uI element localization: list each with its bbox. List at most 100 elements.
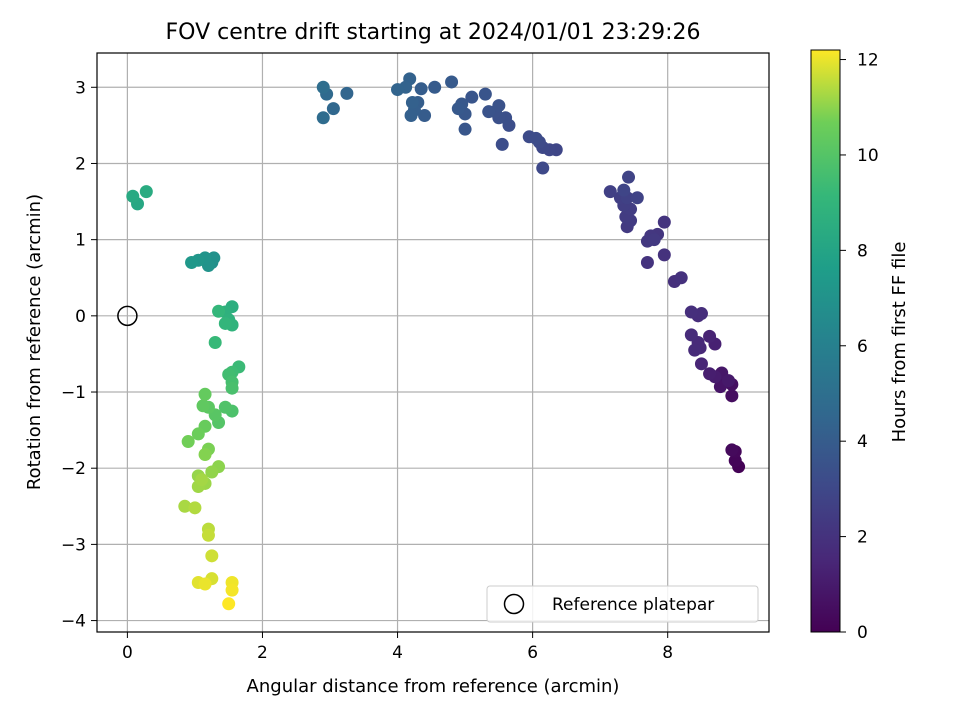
data-point [185,256,199,270]
data-point [465,90,479,104]
x-tick-label: 8 [662,643,673,663]
x-tick-label: 4 [392,643,403,663]
colorbar-tick-label: 6 [857,337,868,357]
data-point [684,328,698,342]
data-point [721,374,735,388]
colorbar-label: Hours from first FF file [889,242,910,443]
y-tick-label: 2 [75,154,86,174]
data-point [445,75,459,89]
data-point [478,87,492,101]
data-point [428,80,442,94]
colorbar-tick-label: 4 [857,432,868,452]
data-point [674,271,688,285]
y-tick-label: −3 [61,535,86,555]
colorbar-gradient [810,49,841,633]
x-ticks: 0 2 4 6 8 [122,632,673,663]
data-point [495,137,509,151]
data-point [405,96,419,110]
data-point [703,367,717,381]
data-point [451,102,465,116]
colorbar-ticks: 0 2 4 6 8 10 12 [840,51,879,643]
data-point [208,336,222,349]
y-tick-label: −4 [61,612,86,632]
data-point [694,357,708,371]
y-tick-label: 3 [75,78,86,98]
data-point [218,400,232,414]
x-tick-label: 6 [527,643,538,663]
data-point [458,122,472,136]
data-point [536,161,550,175]
data-point [657,248,671,262]
data-point [205,465,219,479]
legend-box [486,585,759,623]
data-point [340,86,354,100]
colorbar-tick-label: 8 [857,241,868,261]
plot-frame [96,52,770,633]
data-point [316,111,330,125]
data-point [198,447,212,461]
y-tick-label: −2 [61,459,86,479]
colorbar: 0 2 4 6 8 10 12 Hours from first FF file [810,49,910,643]
x-tick-label: 2 [257,643,268,663]
reference-point-marker [117,305,138,327]
y-ticks: −4 −3 −2 −1 0 1 2 3 [61,78,97,632]
y-tick-label: 1 [75,231,86,251]
data-point [195,473,209,487]
data-point [622,170,636,184]
chart-title: FOV centre drift starting at 2024/01/01 … [166,20,701,45]
data-point [198,577,212,591]
data-point [617,183,631,197]
data-point [126,189,140,203]
data-point [212,304,226,318]
data-point [725,443,739,457]
data-point [728,454,742,468]
data-point [222,597,236,611]
data-point [725,389,739,403]
data-point [316,80,330,94]
data-point [225,583,239,597]
y-axis-label: Rotation from reference (arcmin) [24,194,45,490]
x-tick-label: 0 [122,643,133,663]
data-point [181,435,195,449]
data-point [198,387,212,401]
data-point [630,191,644,205]
data-point [418,108,432,122]
colorbar-tick-label: 2 [857,528,868,548]
data-point [688,343,702,357]
data-point [703,329,717,343]
x-axis-label: Angular distance from reference (arcmin) [247,676,620,697]
data-point [391,83,405,97]
data-point [201,528,215,542]
data-point [225,381,239,395]
data-point [492,99,506,113]
data-point [414,82,428,96]
data-point [218,316,232,330]
data-point [529,131,543,145]
data-point [647,233,661,247]
data-point [404,108,418,122]
grid-layer [97,53,769,632]
data-point [482,105,496,119]
points-layer [126,72,746,611]
data-point [178,499,192,513]
colorbar-tick-label: 12 [857,51,879,71]
data-point [196,399,210,413]
legend-marker [503,593,525,615]
legend: Reference platepar [486,585,759,623]
legend-label: Reference platepar [552,595,714,615]
y-tick-label: 0 [75,307,86,327]
data-point [684,305,698,319]
colorbar-tick-label: 10 [857,146,879,166]
data-point [657,215,671,229]
data-point [640,256,654,270]
data-point [139,185,153,199]
data-point [191,427,205,441]
data-point [188,501,202,515]
data-point [326,102,340,116]
colorbar-tick-label: 0 [857,623,868,643]
y-tick-label: −1 [61,383,86,403]
data-point [694,307,708,321]
data-point [205,549,219,563]
